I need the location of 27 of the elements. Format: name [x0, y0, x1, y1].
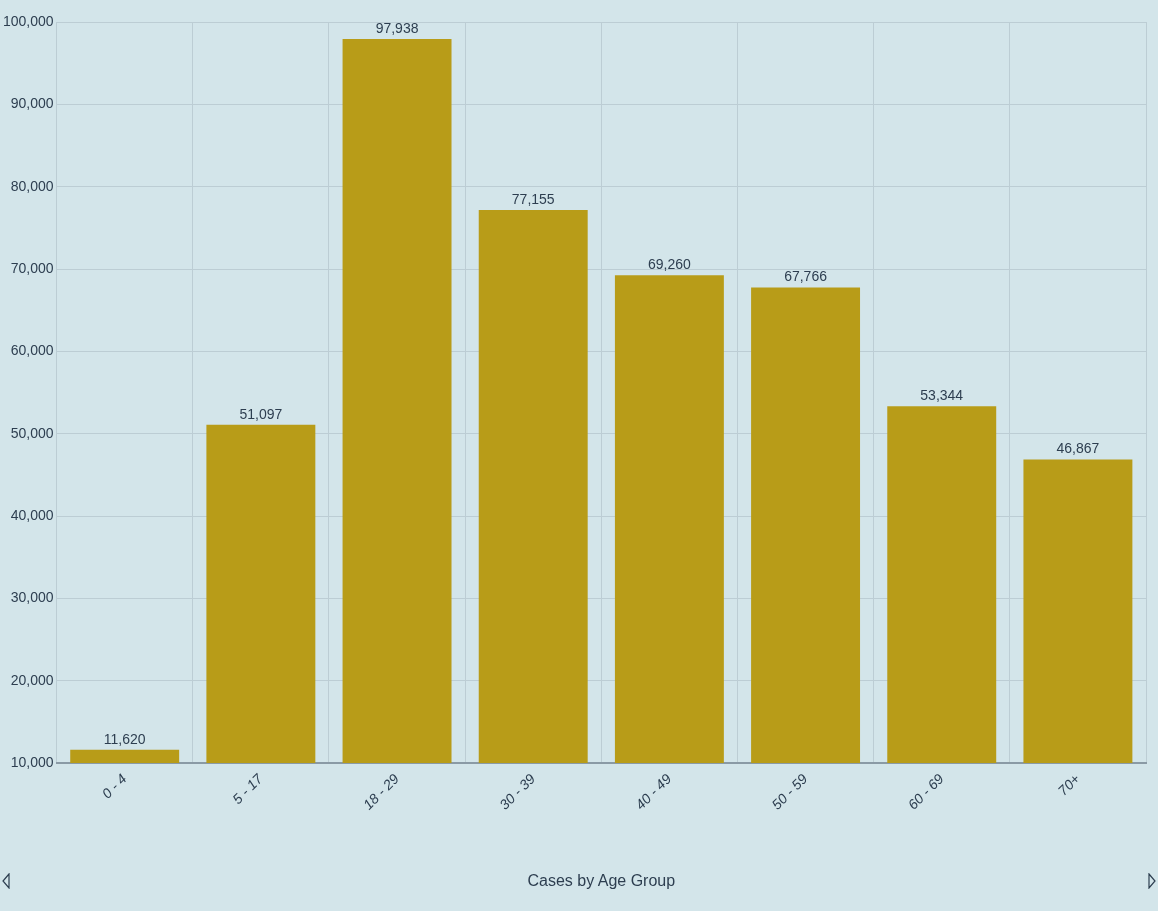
data-label: 97,938	[375, 19, 419, 36]
y-tick-label: 90,000	[10, 95, 54, 112]
x-tick-label: 0 - 4	[98, 770, 130, 802]
data-label: 46,867	[1056, 440, 1100, 457]
x-tick-label: 5 - 17	[229, 769, 267, 808]
x-tick-label: 60 - 69	[904, 770, 947, 813]
data-label: 51,097	[239, 405, 283, 422]
y-tick-label: 60,000	[10, 342, 54, 359]
x-tick-label: 50 - 59	[768, 770, 811, 813]
y-tick-label: 20,000	[10, 671, 54, 688]
y-tick-label: 80,000	[10, 177, 54, 194]
data-label: 67,766	[784, 268, 828, 285]
y-tick-label: 50,000	[10, 424, 54, 441]
x-tick-label: 18 - 29	[359, 770, 403, 813]
x-tick-label: 30 - 39	[495, 770, 539, 813]
y-tick-label: 70,000	[10, 259, 54, 276]
x-axis-title: Cases by Age Group	[527, 871, 676, 889]
data-label: 53,344	[920, 387, 964, 404]
y-tick-label: 100,000	[3, 12, 54, 29]
y-tick-label: 30,000	[10, 589, 54, 606]
y-tick-label: 10,000	[10, 753, 54, 770]
x-tick-label: 40 - 49	[632, 770, 675, 813]
data-label: 77,155	[511, 190, 555, 207]
y-tick-label: 40,000	[10, 506, 54, 523]
data-label: 69,260	[647, 255, 692, 272]
x-tick-label: 70+	[1054, 770, 1083, 799]
data-label: 11,620	[103, 730, 146, 747]
